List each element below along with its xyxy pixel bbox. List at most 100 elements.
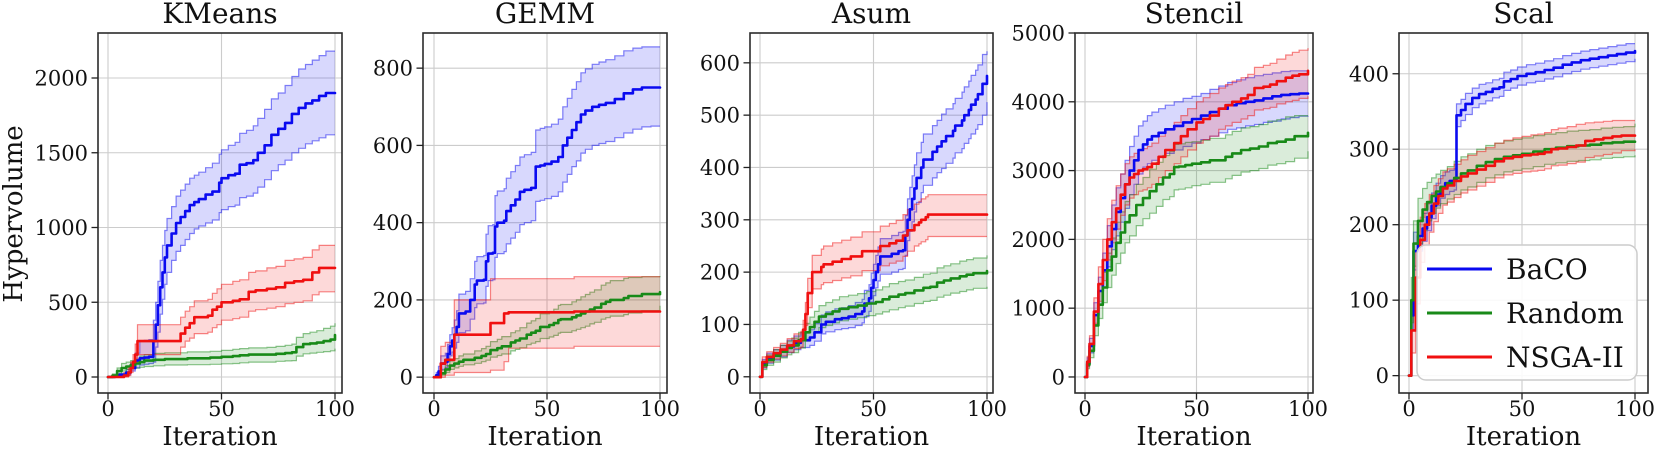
plot-area-asum (758, 51, 989, 379)
ytick-label: 400 (1349, 62, 1389, 86)
band-lower-edge-random (434, 305, 661, 378)
line-baco-scal (1407, 49, 1637, 377)
ytick-label: 600 (373, 134, 413, 158)
band-upper-edge-random (760, 255, 988, 378)
legend-box (1416, 244, 1638, 381)
x-axis-label-gemm: Iteration (487, 422, 603, 452)
xtick-label: 0 (1402, 397, 1415, 421)
band-nsga-ii-asum (760, 194, 987, 377)
xtick-label: 50 (1509, 397, 1536, 421)
xtick-label: 100 (640, 397, 680, 421)
band-nsga-ii-kmeans (108, 245, 335, 377)
xtick-label: 100 (1288, 397, 1328, 421)
line-nsga-ii-gemm (432, 310, 662, 379)
ytick-label: 500 (700, 104, 740, 128)
line-baco-kmeans (106, 91, 337, 379)
band-lower-edge-nsga-ii (434, 345, 660, 378)
band-lower-edge-baco (1409, 58, 1636, 377)
subplot-title-stencil: Stencil (1144, 0, 1244, 30)
plot-area-scal (1407, 43, 1637, 377)
line-random-asum (758, 269, 989, 379)
band-upper-edge-random (108, 323, 336, 378)
ticks-asum (743, 62, 988, 400)
line-nsga-ii-stencil (1083, 69, 1310, 379)
plot-area-stencil (1083, 48, 1310, 379)
band-random-kmeans (108, 323, 335, 377)
line-random-kmeans (106, 333, 337, 379)
xtick-label: 0 (1078, 397, 1091, 421)
ytick-label: 2000 (1012, 228, 1065, 252)
ytick-label: 0 (727, 365, 740, 389)
legend-label-nsga-ii: NSGA-II (1506, 341, 1624, 374)
subplot-title-gemm: GEMM (494, 0, 596, 30)
ytick-label: 200 (373, 288, 413, 312)
ytick-label: 0 (1376, 364, 1389, 388)
ticks-stencil (1068, 32, 1309, 400)
ticks-kmeans (91, 77, 336, 400)
y-axis-label: Hypervolume (0, 125, 29, 303)
subplot-title-kmeans: KMeans (162, 0, 278, 30)
line-baco-stencil (1083, 92, 1310, 379)
band-upper-edge-random (1409, 123, 1636, 377)
spines-kmeans (97, 32, 343, 394)
ytick-label: 300 (700, 208, 740, 232)
ytick-label: 4000 (1012, 90, 1065, 114)
ytick-label: 0 (75, 366, 88, 390)
band-upper-edge-nsga-ii (760, 194, 987, 378)
band-random-scal (1409, 123, 1635, 376)
xtick-label: 0 (753, 397, 766, 421)
band-lower-edge-baco (760, 102, 988, 378)
ytick-label: 100 (700, 313, 740, 337)
ytick-label: 3000 (1012, 159, 1065, 183)
ytick-label: 2000 (35, 67, 88, 91)
ytick-label: 600 (700, 51, 740, 75)
legend-label-random: Random (1506, 297, 1624, 330)
xtick-label: 100 (1615, 397, 1655, 421)
xtick-label: 0 (101, 397, 114, 421)
legend: BaCO Random NSGA-II (1416, 244, 1638, 381)
line-nsga-ii-kmeans (106, 266, 337, 379)
spines-gemm (422, 32, 668, 394)
spines-scal (1398, 32, 1649, 394)
band-upper-edge-random (434, 276, 661, 378)
xtick-label: 0 (427, 397, 440, 421)
xtick-label: 100 (967, 397, 1007, 421)
x-axis-label-stencil: Iteration (1136, 422, 1252, 452)
ytick-label: 800 (373, 57, 413, 81)
ytick-label: 300 (1349, 138, 1389, 162)
spines-stencil (1074, 32, 1314, 394)
line-baco-asum (758, 74, 989, 379)
ytick-label: 400 (700, 156, 740, 180)
ytick-label: 200 (700, 261, 740, 285)
band-lower-edge-random (1085, 151, 1309, 378)
band-upper-edge-nsga-ii (1409, 119, 1635, 377)
line-random-gemm (432, 290, 662, 379)
spines-asum (749, 32, 994, 394)
ytick-label: 0 (1052, 365, 1065, 389)
ytick-label: 0 (400, 366, 413, 390)
ticks-scal (1392, 73, 1636, 400)
line-nsga-ii-asum (758, 213, 989, 379)
band-nsga-ii-scal (1409, 120, 1635, 376)
ytick-label: 100 (1349, 289, 1389, 313)
ytick-label: 500 (48, 291, 88, 315)
ytick-label: 400 (373, 211, 413, 235)
x-axis-label-scal: Iteration (1465, 422, 1582, 452)
band-lower-edge-nsga-ii (760, 235, 987, 378)
band-lower-edge-nsga-ii (1409, 149, 1636, 377)
band-lower-edge-baco (108, 134, 335, 378)
band-baco-gemm (434, 46, 660, 378)
ticks-gemm (416, 67, 661, 400)
xtick-label: 100 (315, 397, 355, 421)
subplot-scal: 0 50 100 0 100 200 300 400 BaCO Random NSGA-II (1349, 32, 1655, 421)
line-random-stencil (1083, 131, 1310, 379)
subplot-title-scal: Scal (1493, 0, 1554, 30)
xtick-label: 50 (860, 397, 887, 421)
ytick-label: 5000 (1012, 22, 1065, 46)
subplot-asum: 0 50 100 0 100 200 300 400 500 600 (700, 32, 1007, 421)
plot-area-gemm (432, 46, 662, 379)
band-lower-edge-random (760, 286, 988, 378)
subplot-title-asum: Asum (831, 0, 912, 30)
